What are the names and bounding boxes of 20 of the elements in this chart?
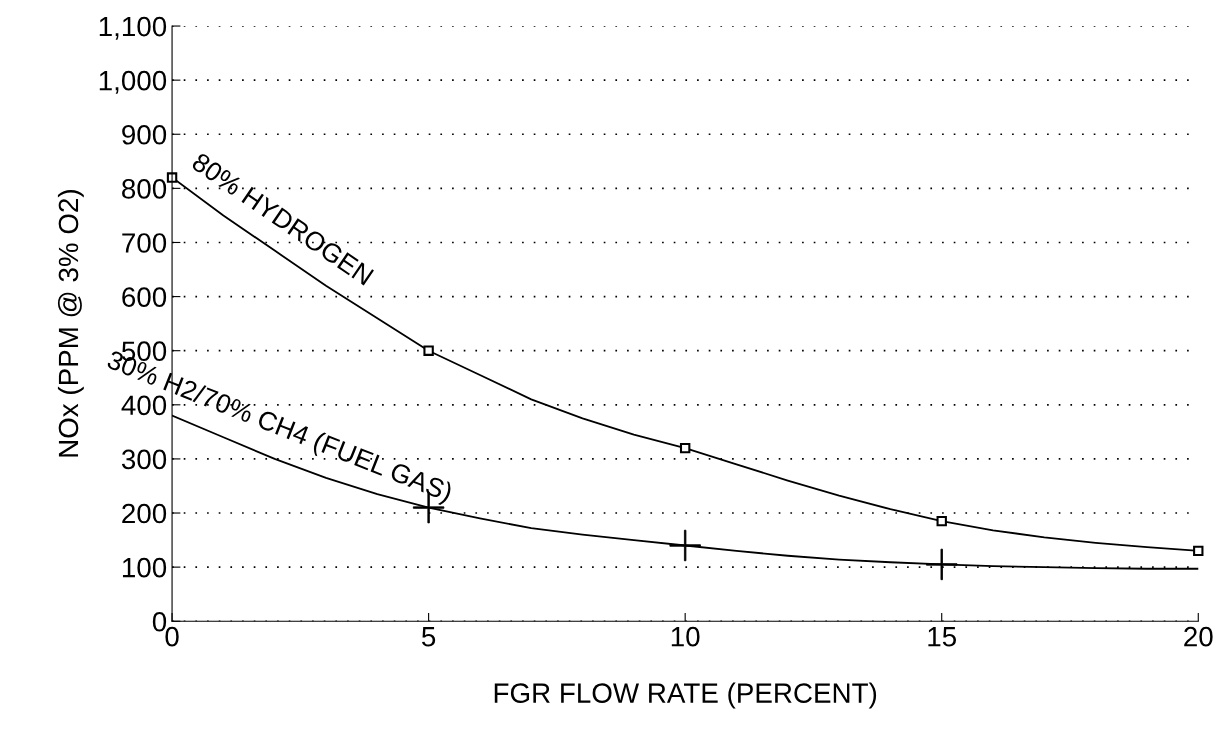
y-tick-label: 1,000 (99, 70, 167, 94)
point (679, 442, 691, 454)
y-tick-label: 100 (122, 557, 167, 578)
y-tick-label: 1,100 (99, 16, 167, 40)
x-tick-label: 20 (1184, 626, 1213, 647)
y-tick-label: 300 (121, 449, 167, 470)
y-tick-label: 600 (122, 287, 167, 307)
point (423, 345, 434, 356)
x-tick-label: 5 (422, 627, 436, 647)
y-axis-title: NOx (PPM @ 3% O2) (57, 190, 84, 457)
x-axis-title: FGR FLOW RATE (PERCENT) (494, 682, 877, 709)
y-tick-label: 0 (152, 611, 167, 632)
x-tick-label: 15 (928, 627, 957, 647)
y-tick-label: 700 (122, 233, 167, 253)
y-tick-label: 900 (122, 124, 167, 145)
y-tick-label: 800 (122, 179, 167, 199)
y-tick-label: 200 (122, 503, 167, 524)
point (936, 515, 947, 527)
x-tick-label: 10 (671, 626, 700, 647)
point (1193, 545, 1204, 557)
